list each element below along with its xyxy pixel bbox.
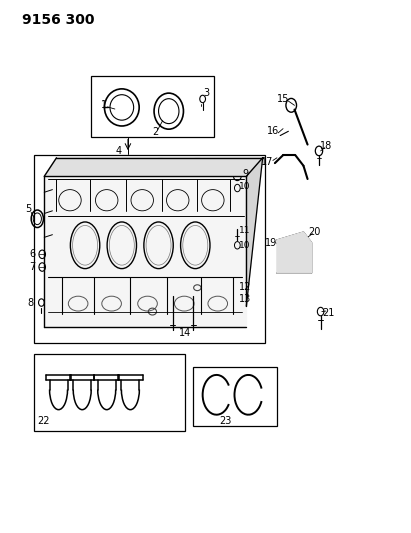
- Polygon shape: [44, 158, 263, 176]
- Text: 10: 10: [239, 241, 251, 250]
- Text: 2: 2: [152, 127, 159, 137]
- Text: 21: 21: [322, 308, 334, 318]
- Text: 13: 13: [239, 294, 251, 304]
- Polygon shape: [277, 232, 312, 273]
- Text: 20: 20: [309, 227, 321, 237]
- Text: 16: 16: [267, 126, 279, 136]
- Text: 9156 300: 9156 300: [22, 13, 94, 27]
- Text: 14: 14: [179, 328, 191, 338]
- Text: 4: 4: [115, 146, 121, 156]
- Bar: [34, 155, 265, 343]
- Text: 12: 12: [239, 281, 251, 292]
- Text: 23: 23: [219, 416, 231, 426]
- Text: 22: 22: [37, 416, 50, 426]
- Bar: [91, 76, 214, 136]
- Text: 7: 7: [29, 262, 35, 271]
- Text: 15: 15: [277, 94, 289, 104]
- Bar: [193, 367, 277, 425]
- Text: 10: 10: [239, 182, 251, 191]
- Bar: [34, 354, 185, 431]
- Polygon shape: [246, 158, 263, 306]
- Text: 18: 18: [320, 141, 332, 151]
- Text: 6: 6: [29, 249, 35, 259]
- Text: 8: 8: [28, 297, 34, 308]
- Text: 5: 5: [25, 204, 31, 214]
- Text: 9: 9: [242, 169, 248, 179]
- Text: 11: 11: [239, 226, 251, 235]
- Text: 3: 3: [204, 87, 210, 98]
- Text: 19: 19: [265, 238, 277, 248]
- Text: 17: 17: [261, 157, 274, 167]
- Text: 1: 1: [101, 100, 107, 110]
- Polygon shape: [44, 176, 246, 327]
